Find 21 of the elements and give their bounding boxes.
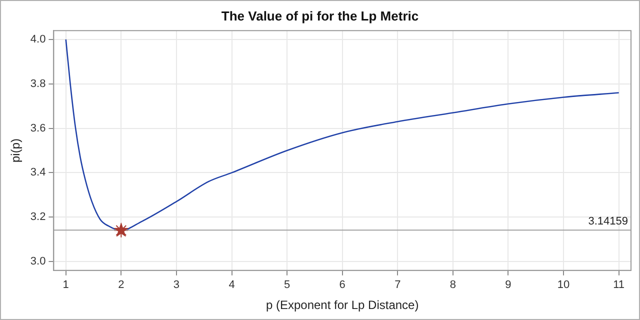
y-tick-label: 3.6 [30, 122, 46, 134]
ref-line-label: 3.14159 [588, 216, 628, 228]
x-tick-label: 10 [557, 279, 570, 292]
x-tick-label: 9 [505, 279, 512, 292]
x-tick-label: 6 [339, 279, 346, 292]
x-tick-label: 5 [284, 279, 290, 292]
x-axis-title: p (Exponent for Lp Distance) [266, 298, 419, 312]
y-tick-label: 3.0 [30, 256, 46, 268]
x-tick-label: 7 [394, 279, 401, 292]
x-tick-label: 1 [62, 279, 69, 292]
chart-title: The Value of pi for the Lp Metric [221, 8, 419, 24]
x-tick-label: 11 [613, 279, 625, 292]
x-tick-label: 4 [228, 279, 235, 292]
x-tick-label: 8 [450, 279, 456, 292]
y-axis-title: pi(p) [8, 138, 23, 163]
y-tick-label: 3.4 [30, 166, 46, 179]
x-tick-label: 3 [173, 279, 180, 292]
x-tick-label: 2 [118, 279, 124, 292]
y-tick-label: 3.8 [30, 78, 46, 90]
y-tick-label: 4.0 [30, 34, 46, 46]
y-tick-label: 3.2 [30, 211, 46, 224]
